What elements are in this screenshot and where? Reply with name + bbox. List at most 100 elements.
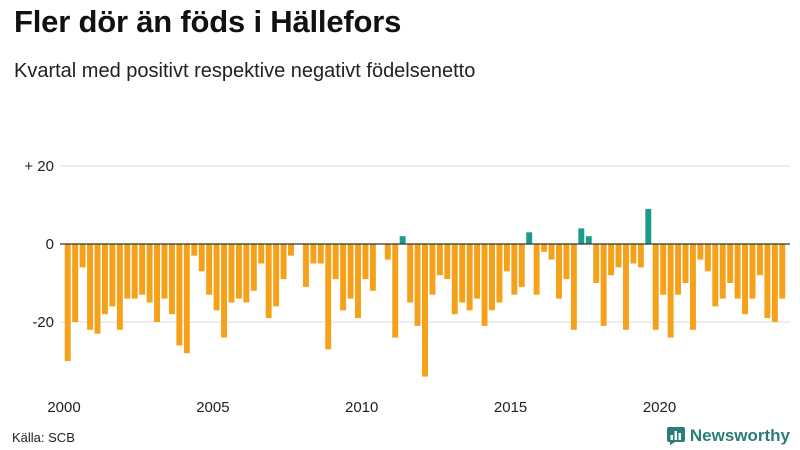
bars (64, 208, 786, 377)
bar-negative (87, 244, 94, 330)
bar-negative (422, 244, 428, 377)
bar-negative (593, 244, 600, 283)
x-tick-label: 2000 (47, 399, 80, 416)
bar-negative (615, 244, 622, 268)
bar-negative (444, 244, 451, 280)
bar-negative (325, 244, 332, 350)
bar-negative (310, 244, 317, 264)
bar-negative (771, 244, 778, 322)
x-axis-labels: 2000 2005 2010 2015 2020 (47, 399, 676, 416)
bar-negative (630, 244, 637, 264)
bar-positive (399, 236, 406, 244)
bar-negative (340, 244, 347, 311)
x-tick-label: 2005 (196, 399, 229, 416)
bar-negative (682, 244, 689, 283)
bar-negative (556, 244, 562, 299)
bar-negative (481, 244, 488, 326)
bar-negative (756, 244, 763, 276)
bar-negative (206, 244, 213, 295)
bar-negative (436, 244, 443, 276)
bar-negative (712, 244, 719, 307)
bar-positive (526, 232, 533, 244)
bar-negative (64, 244, 71, 361)
bar-negative (332, 244, 339, 280)
bar-negative (637, 244, 644, 268)
bar-negative (734, 244, 741, 299)
x-tick-label: 2015 (494, 399, 527, 416)
bar-negative (719, 244, 726, 299)
source-note: Källa: SCB (12, 430, 75, 445)
y-axis-labels: + 20 0 -20 (24, 158, 54, 331)
bar-negative (317, 244, 324, 264)
bar-negative (704, 244, 711, 272)
chart-title: Fler dör än föds i Hällefors (14, 4, 402, 39)
bar-negative (742, 244, 749, 315)
x-tick-label: 2020 (643, 399, 676, 416)
bar-positive (645, 208, 652, 244)
bar-negative (697, 244, 704, 260)
brand-name: Newsworthy (689, 426, 790, 445)
y-tick-label: + 20 (24, 158, 54, 175)
bar-negative (198, 244, 205, 272)
bar-negative (474, 244, 481, 299)
bar-negative (146, 244, 153, 303)
x-tick-label: 2010 (345, 399, 378, 416)
bar-negative (660, 244, 667, 295)
bar-negative (570, 244, 577, 330)
bar-negative (459, 244, 466, 303)
bar-negative (258, 244, 265, 264)
bar-negative (213, 244, 220, 311)
bar-negative (727, 244, 734, 283)
bar-negative (407, 244, 414, 303)
chart-subtitle: Kvartal med positivt respektive negativt… (14, 60, 476, 82)
bar-negative (183, 244, 190, 354)
bar-negative (749, 244, 756, 299)
bar-positive (578, 228, 585, 244)
bar-negative (139, 244, 146, 295)
bar-negative (154, 244, 161, 322)
bar-negative (675, 244, 682, 295)
bar-negative (414, 244, 421, 326)
brand-mark[interactable]: Newsworthy (666, 426, 790, 446)
bar-negative (369, 244, 376, 291)
bar-negative (101, 244, 108, 315)
bar-negative (235, 244, 242, 299)
bar-negative (362, 244, 369, 280)
bar-negative (347, 244, 354, 299)
bar-negative (451, 244, 458, 315)
bar-negative (168, 244, 175, 315)
bar-negative (250, 244, 257, 291)
bar-negative (116, 244, 123, 330)
bar-negative (79, 244, 86, 268)
bar-negative (384, 244, 391, 260)
bar-negative (779, 244, 786, 299)
bar-negative (392, 244, 399, 338)
bar-positive (585, 236, 592, 244)
bar-negative (764, 244, 771, 319)
newsworthy-logo-icon (666, 427, 685, 445)
bar-negative (489, 244, 495, 311)
bar-negative (176, 244, 183, 346)
bar-negative (600, 244, 607, 326)
bar-negative (496, 244, 503, 303)
bar-negative (265, 244, 272, 319)
bar-negative (221, 244, 227, 338)
bar-negative (563, 244, 570, 280)
bar-negative (466, 244, 473, 311)
bar-negative (503, 244, 510, 272)
bar-negative (652, 244, 659, 330)
bar-negative (109, 244, 116, 307)
bar-negative (94, 244, 101, 334)
bar-negative (302, 244, 309, 287)
bar-negative (622, 244, 629, 330)
bar-negative (72, 244, 79, 322)
bar-negative (429, 244, 436, 295)
bar-negative (124, 244, 131, 299)
y-tick-label: 0 (46, 236, 54, 253)
bar-negative (518, 244, 525, 287)
bar-negative (288, 244, 294, 256)
bar-negative (667, 244, 674, 338)
bar-negative (273, 244, 280, 307)
bar-negative (689, 244, 696, 330)
